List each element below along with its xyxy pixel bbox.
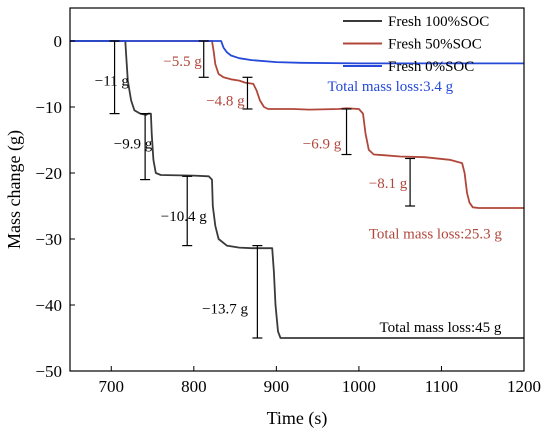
annotation-label-4: −5.5 g [163, 54, 202, 70]
annotation-label-2: −10.4 g [161, 209, 207, 225]
annotation-label-5: −4.8 g [206, 93, 245, 109]
y-tick-label-4: −40 [35, 296, 62, 315]
x-tick-label-1: 800 [181, 377, 207, 396]
annotation-label-7: −8.1 g [369, 176, 408, 192]
legend-label-1: Fresh 50%SOC [388, 37, 482, 53]
legend-label-0: Fresh 100%SOC [388, 14, 489, 30]
y-tick-label-3: −30 [35, 230, 62, 249]
annotation-label-9: Total mass loss:25.3 g [369, 227, 503, 243]
x-tick-label-0: 700 [99, 377, 125, 396]
annotation-label-10: Total mass loss:45 g [380, 320, 502, 336]
x-tick-label-3: 1000 [342, 377, 376, 396]
y-tick-label-5: −50 [35, 362, 62, 381]
series-line-2 [70, 40, 524, 65]
y-axis-title: Mass change (g) [4, 130, 25, 249]
plot-frame [69, 7, 525, 372]
y-tick-label-2: −20 [35, 164, 62, 183]
annotation-label-6: −6.9 g [303, 136, 342, 152]
annotation-label-1: −9.9 g [114, 136, 153, 152]
annotation-label-8: Total mass loss:3.4 g [328, 79, 454, 95]
legend-label-2: Fresh 0%SOC [388, 59, 474, 75]
x-tick-label-5: 1200 [507, 377, 541, 396]
series-line-0 [70, 40, 524, 339]
legend: Fresh 100%SOC Fresh 50%SOC Fresh 0%SOC [343, 14, 489, 75]
y-tick-label-0: 0 [54, 32, 63, 51]
x-tick-label-4: 1100 [425, 377, 458, 396]
annotation-label-3: −13.7 g [202, 301, 248, 317]
annotation-label-0: −11 g [95, 74, 130, 90]
x-axis-title: Time (s) [267, 408, 328, 429]
y-tick-label-1: −10 [35, 98, 62, 117]
x-tick-label-2: 900 [264, 377, 290, 396]
